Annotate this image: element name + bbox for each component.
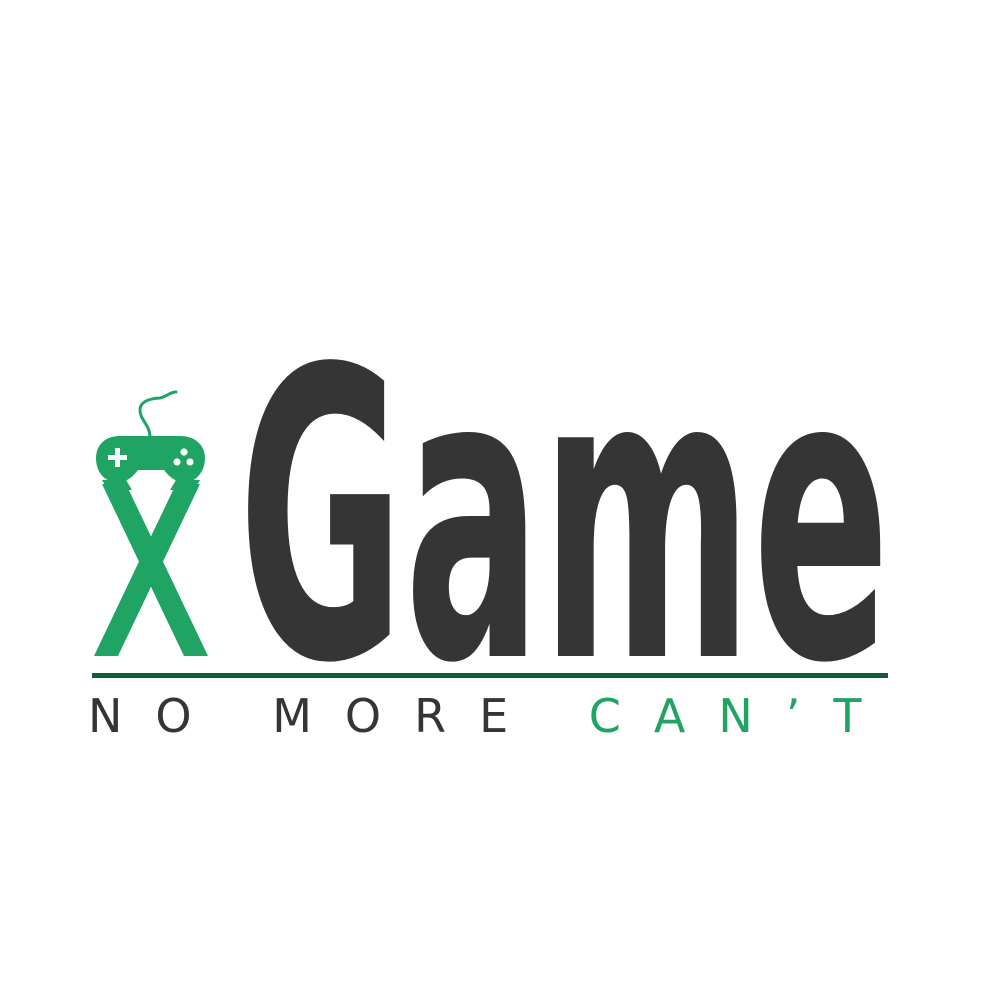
- divider-line: [92, 673, 888, 678]
- game-wordmark: Game: [238, 286, 890, 751]
- tagline-cant: CAN’T: [588, 689, 895, 743]
- x-letter-mark: [94, 480, 208, 656]
- gamepad-icon: [96, 390, 205, 483]
- tagline-no-more: NO MORE: [88, 689, 589, 743]
- tagline: NO MORE CAN’T: [88, 686, 908, 746]
